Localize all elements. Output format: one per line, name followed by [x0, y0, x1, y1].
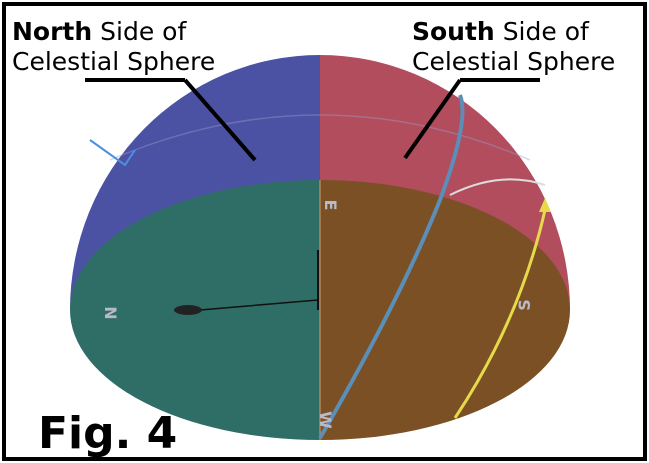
south-bold: South [412, 17, 495, 46]
north-leader [183, 78, 257, 162]
north-label: North Side of [12, 17, 187, 46]
horizon-south [320, 180, 570, 440]
south-line2: Celestial Sphere [412, 47, 615, 76]
arrow [539, 198, 551, 212]
compass-e: E [321, 200, 340, 211]
north-bold: North [12, 17, 92, 46]
figure-label: Fig. 4 [38, 408, 177, 459]
north-line2: Celestial Sphere [12, 47, 215, 76]
north-rest: Side of [100, 17, 187, 46]
pointer [89, 139, 136, 167]
compass-n: N [101, 306, 120, 319]
south-label: South Side of [412, 17, 590, 46]
compass-s: S [515, 299, 534, 311]
dome-grid [109, 114, 531, 161]
compass-w: W [316, 411, 335, 429]
observer [174, 305, 202, 315]
sun-path-winter [318, 94, 465, 440]
sun-path-summer [453, 209, 547, 419]
observer-shadow [199, 299, 319, 311]
south-leader [403, 78, 462, 160]
arc [449, 178, 546, 196]
south-rest: Side of [503, 17, 590, 46]
